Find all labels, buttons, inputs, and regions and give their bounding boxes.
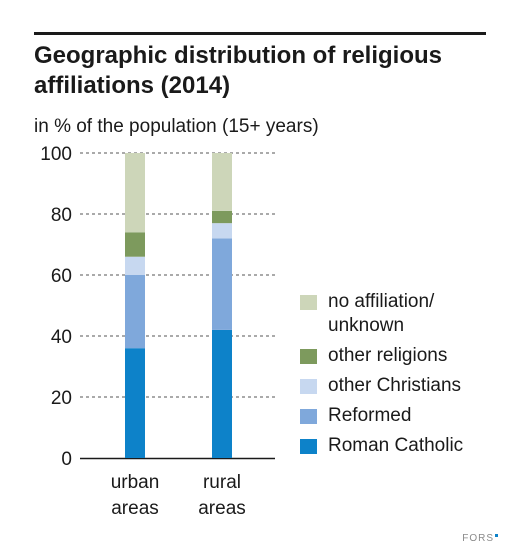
legend-label-3-0: Reformed [328, 405, 412, 426]
bar-segment-0-2 [125, 256, 145, 275]
legend-item-4: Roman Catholic [300, 434, 463, 458]
chart-title: Geographic distribution of religious aff… [34, 42, 443, 99]
x-tick-label-1-1: areas [198, 498, 246, 519]
x-tick-label-0-0: urban [111, 472, 160, 493]
bar-segment-1-1 [212, 238, 232, 330]
legend-label-0-1: unknown [328, 315, 405, 336]
legend-swatch-4 [300, 439, 317, 454]
bar-segment-0-4 [125, 153, 145, 233]
title-rule [34, 32, 486, 35]
bar-segment-1-4 [212, 153, 232, 211]
bar-segment-1-2 [212, 223, 232, 239]
legend-item-2: other Christians [300, 374, 463, 398]
legend-swatch-1 [300, 349, 317, 364]
legend-label-1-0: other religions [328, 345, 448, 366]
legend-swatch-2 [300, 379, 317, 394]
y-tick-label-80: 80 [51, 205, 72, 226]
y-tick-label-100: 100 [40, 144, 72, 165]
legend-label-4-0: Roman Catholic [328, 435, 464, 456]
legend: no affiliation/unknown other religions oth… [300, 290, 463, 464]
legend-label-0-0: no affiliation/ [328, 291, 435, 312]
chart-subtitle: in % of the population (15+ years) [34, 116, 319, 137]
bar-segment-1-0 [212, 329, 232, 458]
legend-item-0: no affiliation/unknown [300, 290, 463, 338]
x-tick-label-1-0: rural [203, 472, 241, 493]
bar-segment-1-3 [212, 210, 232, 224]
legend-item-1: other religions [300, 344, 463, 368]
legend-item-3: Reformed [300, 404, 463, 428]
y-tick-label-60: 60 [51, 266, 72, 287]
x-tick-label-0-1: areas [111, 498, 159, 519]
fors-logo: FORS [462, 533, 498, 544]
bar-segment-0-3 [125, 232, 145, 257]
y-tick-label-20: 20 [51, 388, 72, 409]
legend-swatch-0 [300, 295, 317, 310]
y-tick-label-40: 40 [51, 327, 72, 348]
y-tick-label-0: 0 [61, 449, 72, 470]
bar-segment-0-0 [125, 348, 145, 458]
legend-swatch-3 [300, 409, 317, 424]
legend-label-2-0: other Christians [328, 375, 462, 396]
bar-segment-0-1 [125, 275, 145, 349]
